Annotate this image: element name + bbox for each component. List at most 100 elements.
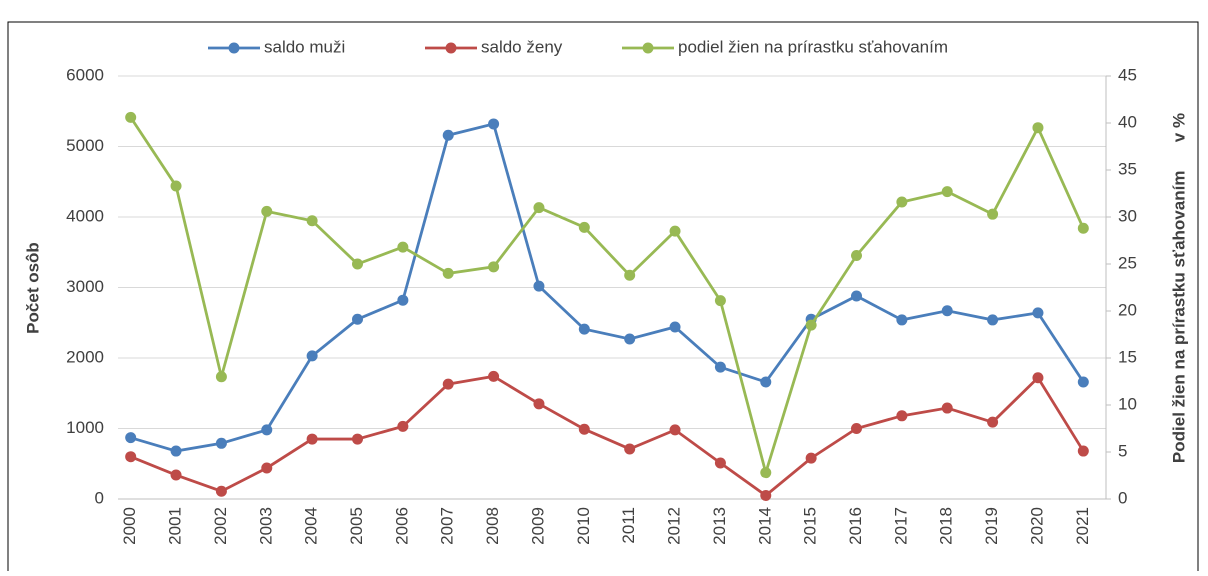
data-point bbox=[533, 202, 545, 214]
data-point bbox=[578, 221, 590, 233]
data-point bbox=[397, 241, 409, 253]
x-tick-label: 2005 bbox=[347, 507, 366, 545]
data-point bbox=[215, 485, 227, 497]
data-point bbox=[1077, 445, 1089, 457]
data-point bbox=[714, 295, 726, 307]
y2-tick-label: 30 bbox=[1118, 206, 1137, 225]
data-point bbox=[125, 451, 137, 463]
y2-tick-label: 40 bbox=[1118, 112, 1137, 131]
data-point bbox=[805, 319, 817, 331]
x-tick-label: 2011 bbox=[619, 507, 638, 544]
y2-tick-label: 25 bbox=[1118, 253, 1137, 272]
data-point bbox=[1077, 222, 1089, 234]
x-tick-label: 2004 bbox=[302, 507, 321, 545]
data-point bbox=[896, 410, 908, 422]
y2-tick-label: 45 bbox=[1118, 65, 1137, 84]
data-point bbox=[941, 305, 953, 317]
data-point bbox=[760, 467, 772, 479]
data-point bbox=[397, 294, 409, 306]
data-point bbox=[442, 378, 454, 390]
y2-tick-label: 15 bbox=[1118, 347, 1137, 366]
x-tick-label: 2009 bbox=[528, 507, 547, 545]
y2-tick-label: 20 bbox=[1118, 300, 1137, 319]
data-point bbox=[261, 424, 273, 436]
x-tick-label: 2000 bbox=[120, 507, 139, 545]
data-point bbox=[760, 489, 772, 501]
x-tick-label: 2010 bbox=[574, 507, 593, 545]
data-point bbox=[1032, 372, 1044, 384]
data-point bbox=[624, 269, 636, 281]
y-axis-title: Počet osôb bbox=[23, 242, 42, 334]
x-tick-label: 2007 bbox=[438, 507, 457, 545]
data-point bbox=[488, 261, 500, 273]
data-point bbox=[987, 314, 999, 326]
data-point bbox=[669, 225, 681, 237]
data-point bbox=[578, 423, 590, 435]
x-tick-label: 2015 bbox=[801, 507, 820, 545]
data-point bbox=[215, 437, 227, 449]
legend-label: saldo ženy bbox=[481, 37, 563, 56]
legend-label: saldo muži bbox=[264, 37, 345, 56]
x-tick-label: 2008 bbox=[483, 507, 502, 545]
data-point bbox=[805, 452, 817, 464]
data-point bbox=[125, 111, 137, 123]
data-point bbox=[170, 180, 182, 192]
x-tick-label: 2012 bbox=[665, 507, 684, 545]
series-line bbox=[130, 374, 1085, 498]
y-tick-label: 4000 bbox=[66, 206, 104, 225]
data-point bbox=[215, 371, 227, 383]
data-point bbox=[851, 250, 862, 262]
series-line bbox=[130, 122, 1085, 453]
data-point bbox=[352, 258, 363, 270]
x-tick-label: 2019 bbox=[982, 507, 1001, 545]
data-point bbox=[261, 205, 273, 217]
x-tick-label: 2013 bbox=[710, 507, 729, 545]
data-point bbox=[261, 462, 273, 474]
x-tick-label: 2021 bbox=[1073, 507, 1092, 545]
legend-marker bbox=[445, 42, 457, 54]
data-point bbox=[306, 350, 318, 362]
data-point bbox=[896, 314, 908, 326]
x-tick-label: 2020 bbox=[1027, 507, 1046, 545]
data-point bbox=[941, 186, 953, 198]
data-point bbox=[488, 370, 500, 382]
x-tick-label: 2002 bbox=[211, 507, 230, 545]
x-tick-label: 2003 bbox=[256, 507, 275, 545]
data-point bbox=[851, 290, 862, 302]
x-tick-label: 2001 bbox=[166, 507, 185, 545]
y-tick-label: 5000 bbox=[66, 136, 104, 155]
y-tick-label: 3000 bbox=[66, 277, 104, 296]
x-tick-label: 2016 bbox=[846, 507, 865, 545]
data-point bbox=[624, 443, 636, 455]
y-tick-label: 6000 bbox=[66, 65, 104, 84]
data-point bbox=[669, 424, 681, 436]
data-point bbox=[488, 118, 500, 130]
y2-tick-label: 5 bbox=[1118, 441, 1127, 460]
y2-tick-label: 35 bbox=[1118, 159, 1137, 178]
x-tick-label: 2014 bbox=[755, 507, 774, 545]
data-point bbox=[533, 398, 545, 410]
data-point bbox=[1032, 307, 1044, 319]
x-tick-label: 2018 bbox=[937, 507, 956, 545]
data-point bbox=[306, 215, 318, 227]
data-point bbox=[714, 457, 726, 469]
data-point bbox=[714, 361, 726, 373]
y2-axis-title: Podiel žien na prírastku sťahovaním v % bbox=[1169, 113, 1188, 463]
data-point bbox=[352, 313, 363, 325]
data-point bbox=[578, 323, 590, 335]
data-point bbox=[987, 416, 999, 428]
y-tick-label: 0 bbox=[95, 488, 104, 507]
data-point bbox=[624, 333, 636, 345]
x-tick-label: 2006 bbox=[392, 507, 411, 545]
data-point bbox=[442, 267, 454, 279]
data-point bbox=[1077, 376, 1089, 388]
series-line bbox=[129, 116, 1085, 478]
data-point bbox=[170, 469, 182, 481]
data-point bbox=[987, 208, 999, 220]
data-point bbox=[397, 420, 409, 432]
legend-label: podiel žien na prírastku sťahovaním bbox=[678, 37, 948, 56]
y-tick-label: 1000 bbox=[66, 418, 104, 437]
data-point bbox=[533, 280, 545, 292]
